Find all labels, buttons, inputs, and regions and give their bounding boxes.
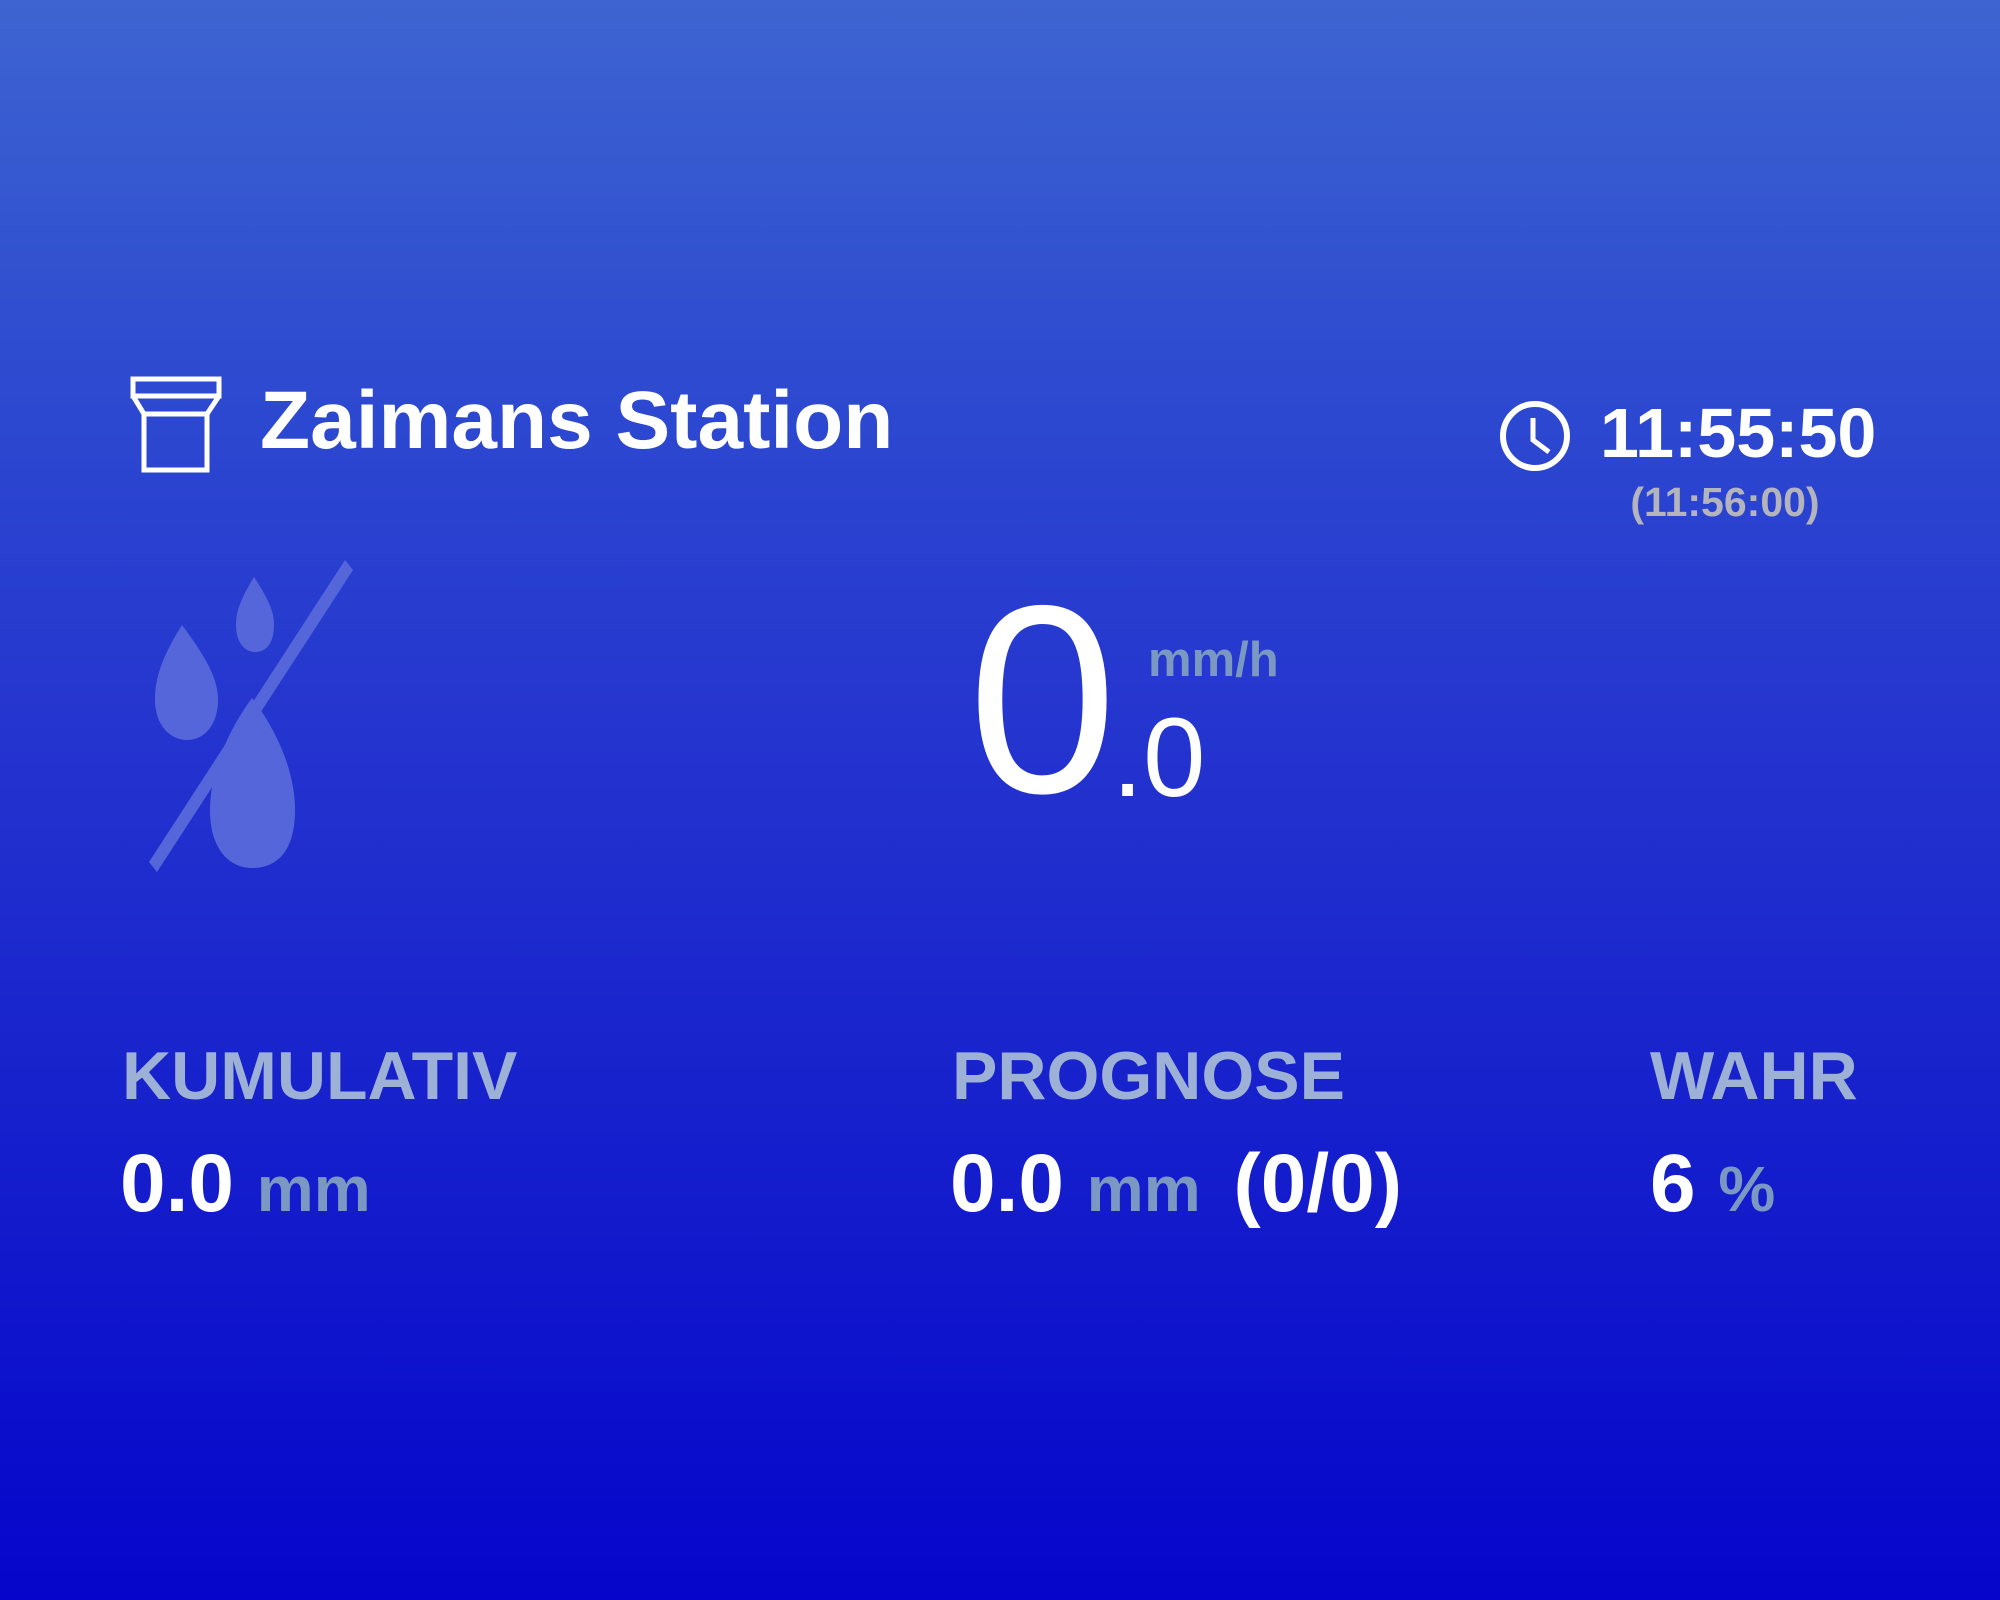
cumulative-value: 0.0 mm bbox=[120, 1143, 371, 1225]
station-title: Zaimans Station bbox=[260, 375, 894, 466]
forecast-value: 0.0 mm (0/0) bbox=[950, 1143, 1402, 1225]
forecast-label: PROGNOSE bbox=[952, 1038, 1345, 1114]
current-time: 11:55:50 bbox=[1600, 394, 1877, 472]
probability-unit: % bbox=[1718, 1153, 1776, 1225]
forecast-count: (0/0) bbox=[1233, 1138, 1403, 1229]
next-update-time: (11:56:00) bbox=[1630, 479, 1820, 525]
no-rain-icon bbox=[149, 560, 353, 872]
probability-value: 6 % bbox=[1650, 1143, 1775, 1225]
rain-rate-integer: 0 bbox=[968, 549, 1118, 849]
forecast-unit: mm bbox=[1086, 1153, 1201, 1225]
rain-rate-decimal: .0 bbox=[1112, 695, 1206, 820]
forecast-amount: 0.0 bbox=[950, 1138, 1064, 1229]
rain-rate-unit: mm/h bbox=[1148, 633, 1279, 687]
clock-icon bbox=[1500, 401, 1570, 471]
cumulative-label: KUMULATIV bbox=[122, 1038, 518, 1114]
rain-gauge-icon bbox=[130, 376, 222, 473]
cumulative-unit: mm bbox=[256, 1153, 371, 1225]
probability-amount: 6 bbox=[1650, 1138, 1696, 1229]
probability-label: WAHR bbox=[1650, 1038, 1858, 1114]
cumulative-amount: 0.0 bbox=[120, 1138, 234, 1229]
